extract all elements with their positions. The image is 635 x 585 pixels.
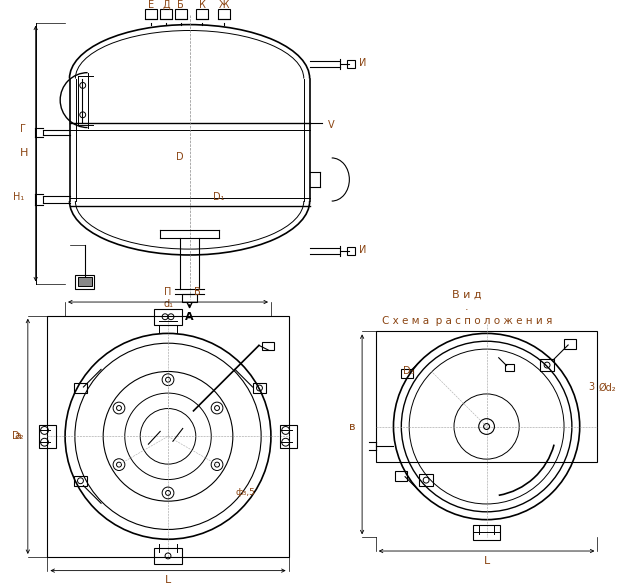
Bar — [160, 9, 172, 19]
Text: Н₁: Н₁ — [13, 192, 25, 202]
Text: .: . — [465, 302, 469, 312]
Text: С х е м а  р а с п о л о ж е н и я: С х е м а р а с п о л о ж е н и я — [382, 316, 552, 326]
Bar — [74, 476, 88, 486]
Bar — [218, 9, 230, 19]
Bar — [565, 339, 576, 349]
Text: L: L — [165, 576, 171, 585]
Text: Г: Г — [20, 123, 26, 133]
Bar — [540, 359, 554, 371]
Bar — [145, 9, 157, 19]
Bar — [48, 316, 288, 557]
Bar — [154, 548, 182, 564]
Text: И: И — [359, 245, 367, 255]
Text: Д: Д — [162, 0, 170, 10]
Bar — [196, 9, 208, 19]
Text: D: D — [176, 152, 184, 162]
Bar — [376, 332, 598, 462]
Bar — [505, 364, 514, 371]
Bar — [473, 525, 500, 540]
Text: d₁: d₁ — [163, 299, 173, 309]
Bar — [262, 342, 274, 350]
Text: А: А — [185, 312, 194, 322]
Bar — [175, 9, 187, 19]
Text: В и д: В и д — [452, 289, 482, 299]
Text: П: П — [164, 287, 171, 297]
Text: а: а — [15, 431, 22, 441]
Bar — [182, 294, 197, 302]
Bar — [419, 474, 433, 486]
Bar — [75, 274, 95, 290]
Text: L: L — [483, 556, 490, 566]
Bar — [154, 309, 182, 325]
Bar — [395, 471, 407, 481]
Bar — [74, 383, 88, 393]
Text: в: в — [349, 422, 356, 432]
Text: Ød₂: Ød₂ — [598, 383, 616, 393]
Bar — [347, 60, 355, 68]
Text: Н: Н — [20, 148, 28, 158]
Bar — [78, 277, 91, 286]
Text: D₃: D₃ — [403, 366, 415, 376]
Text: D₂: D₂ — [13, 431, 24, 441]
Text: Б: Б — [177, 0, 184, 10]
Bar — [401, 369, 413, 378]
Text: 3: 3 — [589, 383, 594, 393]
Text: D₁: D₁ — [213, 192, 225, 202]
Bar — [253, 383, 266, 393]
Text: ф₃,5: ф₃,5 — [235, 488, 255, 497]
Bar — [39, 425, 57, 448]
Bar — [347, 247, 355, 255]
Text: V: V — [328, 119, 335, 130]
Bar — [280, 425, 297, 448]
Text: И: И — [359, 58, 367, 68]
Text: В: В — [194, 287, 201, 297]
Text: Е: Е — [149, 0, 154, 10]
Text: Ж: Ж — [218, 0, 229, 10]
Text: К: К — [199, 0, 206, 10]
